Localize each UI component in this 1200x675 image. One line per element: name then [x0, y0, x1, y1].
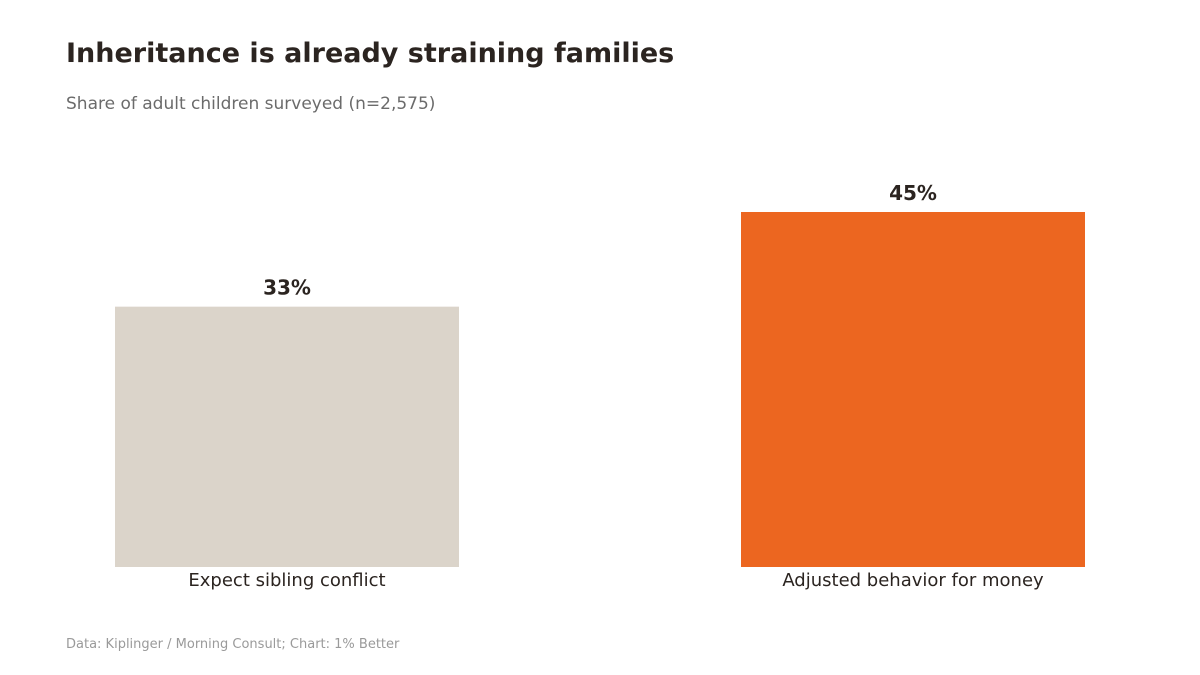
bar-2: [741, 212, 1085, 567]
category-label-2: Adjusted behavior for money: [782, 570, 1044, 591]
source-note: Data: Kiplinger / Morning Consult; Chart…: [66, 637, 400, 652]
bar-1: [115, 306, 459, 567]
chart-subtitle: Share of adult children surveyed (n=2,57…: [66, 94, 436, 114]
value-label-2: 45%: [889, 181, 937, 205]
chart-title: Inheritance is already straining familie…: [66, 38, 675, 69]
category-label-1: Expect sibling conflict: [188, 570, 385, 591]
value-label-1: 33%: [263, 276, 311, 300]
